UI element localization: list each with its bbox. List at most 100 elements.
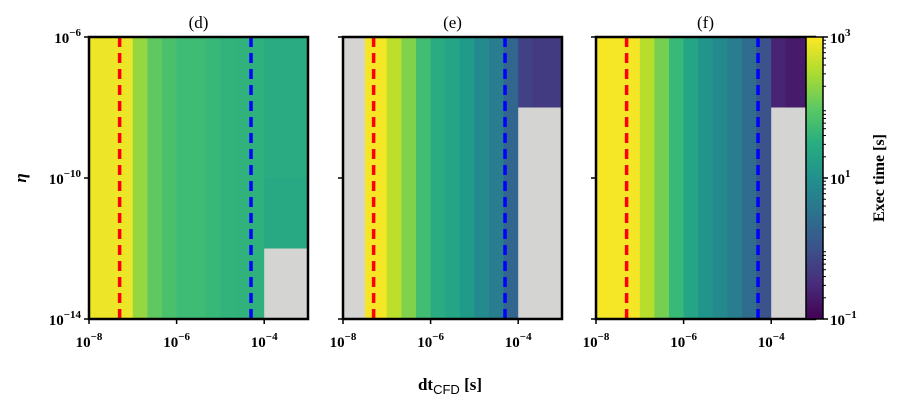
- heatmap-cell: [132, 37, 148, 109]
- heatmap-cell: [205, 178, 221, 250]
- heatmap-cell: [161, 37, 178, 109]
- heatmap-cell: [639, 248, 655, 320]
- heatmap-cell: [401, 37, 417, 109]
- heatmap-cell: [617, 107, 641, 179]
- heatmap-cell: [741, 248, 758, 320]
- heatmap-cell: [518, 107, 534, 179]
- heatmap-cell: [176, 178, 192, 250]
- heatmap-cell: [176, 248, 192, 320]
- heatmap-cell: [132, 178, 148, 250]
- heatmap-cell: [518, 37, 534, 109]
- x-tick-label: 10−8: [76, 331, 103, 351]
- x-tick-label: 10−6: [417, 331, 444, 351]
- heatmap-cell: [264, 248, 280, 320]
- heatmap-cell: [205, 248, 221, 320]
- heatmap-cell: [343, 178, 366, 250]
- heatmap-cell: [617, 178, 641, 250]
- heatmap-cell: [364, 107, 388, 179]
- heatmap-cell: [712, 37, 728, 109]
- panel-title: (f): [697, 13, 714, 32]
- heatmap-cell: [727, 37, 743, 109]
- x-tick-label: 10−8: [330, 331, 357, 351]
- heatmap-cell: [89, 107, 112, 179]
- heatmap-cell: [741, 178, 758, 250]
- colorbar-tick-label: 10−1: [830, 309, 857, 329]
- heatmap-cell: [161, 107, 178, 179]
- x-tick-label: 10−4: [505, 331, 532, 351]
- heatmap-cell: [110, 178, 134, 250]
- heatmap-cell: [639, 37, 655, 109]
- heatmap-cell: [249, 248, 265, 320]
- heatmap-cell: [617, 248, 641, 320]
- heatmap-cell: [683, 37, 699, 109]
- heatmap-cell: [415, 37, 432, 109]
- heatmap-cell: [147, 107, 163, 179]
- heatmap-cell: [503, 178, 519, 250]
- y-tick-label: 10−6: [54, 27, 81, 47]
- heatmap-cell: [727, 107, 743, 179]
- heatmap-cell: [683, 178, 699, 250]
- heatmap-cell: [668, 248, 685, 320]
- heatmap-cell: [654, 107, 670, 179]
- heatmap-cell: [386, 178, 402, 250]
- heatmap-cell: [668, 37, 685, 109]
- heatmap-cell: [459, 178, 475, 250]
- heatmap-cell: [741, 107, 758, 179]
- heatmap-cell: [488, 248, 505, 320]
- heatmap-cell: [712, 107, 728, 179]
- heatmap-cell: [503, 107, 519, 179]
- heatmap-cell: [654, 248, 670, 320]
- heatmap-cell: [430, 107, 446, 179]
- heatmap-cell: [617, 37, 641, 109]
- heatmap-cell: [191, 178, 207, 250]
- heatmap-cell: [220, 107, 236, 179]
- panel-2: 10−8 10−6 10−4 (f): [583, 13, 817, 351]
- heatmap-cell: [430, 178, 446, 250]
- heatmap-cell: [220, 37, 236, 109]
- heatmap-cell: [278, 178, 309, 250]
- heatmap-cell: [176, 37, 192, 109]
- heatmap-cell: [191, 248, 207, 320]
- heatmap-cell: [503, 37, 519, 109]
- colorbar: 10−1 101 103 Exec time [s]: [805, 27, 888, 329]
- heatmap-cell: [147, 37, 163, 109]
- panel-1: 10−8 10−6 10−4 (e): [330, 13, 564, 351]
- heatmap-cell: [343, 107, 366, 179]
- heatmap-cell: [132, 107, 148, 179]
- heatmap-cell: [488, 178, 505, 250]
- heatmap-cell: [147, 248, 163, 320]
- heatmap-cell: [191, 37, 207, 109]
- heatmap-cell: [596, 37, 619, 109]
- heatmap-cell: [234, 248, 251, 320]
- heatmap-cell: [756, 178, 772, 250]
- heatmap-cell: [698, 248, 714, 320]
- heatmap-cell: [668, 178, 685, 250]
- heatmap-cell: [234, 178, 251, 250]
- heatmap-cell: [89, 178, 112, 250]
- heatmap-cell: [474, 248, 490, 320]
- heatmap-cell: [445, 37, 461, 109]
- heatmap-cell: [639, 107, 655, 179]
- axis-labels: dtCFD [s] η: [11, 173, 482, 397]
- heatmap-cell: [654, 37, 670, 109]
- heatmap-cell: [364, 248, 388, 320]
- x-axis-label: dtCFD [s]: [418, 375, 482, 397]
- heatmap-cell: [264, 37, 280, 109]
- heatmap-cell: [532, 178, 563, 250]
- heatmap-cell: [415, 248, 432, 320]
- heatmap-cell: [668, 107, 685, 179]
- heatmap-cell: [278, 37, 309, 109]
- heatmap-cell: [343, 37, 366, 109]
- heatmap-cell: [430, 37, 446, 109]
- heatmap-cell: [771, 178, 787, 250]
- heatmap-cell: [249, 37, 265, 109]
- y-axis-label: η: [11, 173, 30, 182]
- heatmap-cell: [161, 178, 178, 250]
- heatmap-cell: [639, 178, 655, 250]
- heatmap-cell: [205, 37, 221, 109]
- heatmap-cell: [401, 178, 417, 250]
- heatmap-cell: [343, 248, 366, 320]
- x-tick-label: 10−6: [163, 331, 190, 351]
